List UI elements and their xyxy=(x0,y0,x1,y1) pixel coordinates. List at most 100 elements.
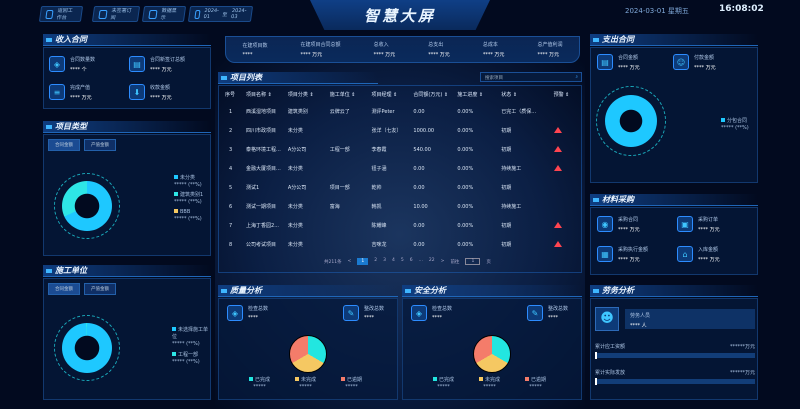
legend-item: 工程一部 ***** (**%) xyxy=(172,352,200,365)
table-cell: 0.00% xyxy=(457,165,474,172)
document-icon: ▤ xyxy=(129,56,145,72)
material-item: ▦ 采购执行金额 **** 万元 xyxy=(597,246,648,263)
column-header[interactable]: 项目分类 ⇕ xyxy=(287,91,314,98)
summary-item: 总成本 **** 万元 xyxy=(482,42,505,58)
tab-contract-amount[interactable]: 合同金额 xyxy=(48,283,80,295)
project-type-donut xyxy=(62,181,112,231)
income-item: ◈ 合同数量数 **** 个 xyxy=(49,56,95,73)
column-header[interactable]: 项目名称 ⇕ xyxy=(246,91,272,98)
page-button[interactable]: 2 xyxy=(374,258,378,263)
table-cell: 5 xyxy=(229,184,233,191)
column-header[interactable]: 项目经理 ⇕ xyxy=(371,91,398,98)
current-time: 16:08:02 xyxy=(719,4,764,14)
search-icon[interactable]: ⌕ xyxy=(575,75,578,80)
unit-donut xyxy=(62,323,112,373)
table-cell: 陈耀峰 xyxy=(371,223,387,229)
table-cell: 韩凯 xyxy=(371,204,382,210)
column-header[interactable]: 施工进度 ⇕ xyxy=(457,91,484,98)
table-row[interactable]: 5 测试1 A分公司 项目一部 乾帅 0.00 0.00% 初期 xyxy=(219,178,581,197)
order-icon: ▣ xyxy=(677,216,693,232)
legend-item: 已完成 ***** xyxy=(433,377,454,391)
safety-panel: ◈ 检查总数 **** ✎ 整改总数 **** 已完成 ***** 未完成 ***** 已逾期 *… xyxy=(402,298,582,400)
unit-title: 施工单位 xyxy=(43,265,211,277)
column-header: 序号 xyxy=(225,91,236,98)
table-cell: 测试一期项目 xyxy=(246,204,277,210)
date-range-picker[interactable]: 2024-01 至 2024-03 xyxy=(187,6,254,22)
table-cell xyxy=(326,235,368,254)
warning-icon xyxy=(553,126,562,133)
legend-item: 未分类 ***** (**%) xyxy=(174,175,202,188)
table-row[interactable]: 4 金融大厦项目... 未分类 钮子涵 0.00 0.00% 持续施工 xyxy=(219,159,581,178)
table-cell: 富海 xyxy=(329,204,340,210)
page-button[interactable]: 3 xyxy=(383,258,386,263)
expense-legend: 分包合同 ***** (**%) xyxy=(721,118,749,131)
income-title: 收入合同 xyxy=(43,34,211,46)
table-cell: 云牌云了 xyxy=(329,109,350,115)
data-display-button[interactable]: 数据显示 xyxy=(141,6,187,22)
expense-donut xyxy=(605,95,657,147)
quality-stat: ✎ 整改总数 **** xyxy=(343,305,384,321)
rectify-icon: ✎ xyxy=(343,305,359,321)
page-button[interactable]: 4 xyxy=(392,258,395,263)
table-cell: 工程一部 xyxy=(329,147,350,153)
date-to: 2024-03 xyxy=(230,8,247,20)
next-page-button[interactable]: > xyxy=(440,259,445,264)
page-button[interactable]: 22 xyxy=(428,258,435,263)
subscription-button[interactable]: 未签署订阅 xyxy=(91,6,141,22)
labor-bar: 累计实际发放 ******万元 xyxy=(595,369,755,385)
income-panel: ◈ 合同数量数 **** 个 ▤ 合同新签订总额 **** 万元 ≡ 完成产值 **** 万… xyxy=(43,47,211,109)
page-button[interactable]: ... xyxy=(418,258,423,263)
safety-stat: ◈ 检查总数 **** xyxy=(411,305,452,321)
page-button[interactable]: 1 xyxy=(357,258,369,265)
page-button[interactable]: 6 xyxy=(409,258,413,263)
column-header[interactable]: 状态 ⇕ xyxy=(501,91,518,98)
project-search-input[interactable]: 搜索项目 ⌕ xyxy=(480,72,582,82)
table-row[interactable]: 6 测试一期项目 未分类 富海 韩凯 10.00 0.00% 持续施工 xyxy=(219,197,581,216)
expense-panel: ▤ 合同金额 **** 万元 ☺ 付款金额 **** 万元 分包合同 ***** (**%… xyxy=(590,47,758,183)
table-cell: 6 xyxy=(229,203,233,210)
table-cell: 0.00% xyxy=(457,203,474,210)
legend-item: 建筑类别1 ***** (**%) xyxy=(174,192,204,205)
income-item: ⬇ 收款金额 **** 万元 xyxy=(129,84,172,101)
table-row[interactable]: 8 公司考试项目 未分类 吉咪龙 0.00 0.00% 初期 xyxy=(219,235,581,254)
summary-item: 在建项目数 **** xyxy=(242,42,268,58)
table-cell: 1000.00 xyxy=(413,127,435,134)
table-cell: 测评Peter xyxy=(371,109,395,115)
quality-panel: ◈ 检查总数 **** ✎ 整改总数 **** 已完成 ***** 未完成 ***** 已逾期 *… xyxy=(218,298,398,400)
column-header[interactable]: 施工单位 ⇕ xyxy=(329,91,356,98)
quality-title: 质量分析 xyxy=(218,285,398,297)
tab-output-amount[interactable]: 产值金额 xyxy=(84,139,116,151)
table-header: 序号 项目名称 ⇕ 项目分类 ⇕ 施工单位 ⇕ 项目经理 ⇕ 合同额(万元) ⇕ 施工进度 … xyxy=(219,86,581,102)
download-icon: ⬇ xyxy=(129,84,145,100)
table-row[interactable]: 3 泰格环境工程... A分公司 工程一部 李春霞 540.00 0.00% 初期 xyxy=(219,140,581,159)
project-type-legend: 未分类 ***** (**%) 建筑类别1 ***** (**%) BBB *****… xyxy=(174,175,203,223)
shield-icon: ◈ xyxy=(227,305,243,321)
table-row[interactable]: 2 四川市政项目 未分类 张洋（七友） 1000.00 0.00% 初期 xyxy=(219,121,581,140)
column-header[interactable]: 预警 ⇕ xyxy=(553,91,570,98)
column-header[interactable]: 合同额(万元) ⇕ xyxy=(413,91,449,98)
table-cell: 0.00 xyxy=(413,222,425,229)
tab-contract-amount[interactable]: 合同金额 xyxy=(48,139,80,151)
goto-page-input[interactable]: 1 xyxy=(465,258,481,265)
project-table: 序号 项目名称 ⇕ 项目分类 ⇕ 施工单位 ⇕ 项目经理 ⇕ 合同额(万元) ⇕ 施工进度 … xyxy=(219,86,581,254)
table-cell: 上海丁香园2... xyxy=(246,223,279,229)
warning-cell xyxy=(550,235,581,254)
cart-icon: ▦ xyxy=(597,246,613,262)
table-cell: 0.00% xyxy=(457,108,474,115)
page-button[interactable]: 5 xyxy=(400,258,404,263)
warning-cell xyxy=(550,159,581,178)
warning-icon xyxy=(553,221,562,228)
prev-page-button[interactable]: < xyxy=(347,259,352,264)
back-workbench-button[interactable]: 返回工作台 xyxy=(38,6,84,22)
table-row[interactable]: 7 上海丁香园2... 未分类 陈耀峰 0.00 0.00% 初期 xyxy=(219,216,581,235)
home-icon xyxy=(45,9,54,19)
table-cell: 未分类 xyxy=(287,204,303,210)
table-cell: 四川市政项目 xyxy=(246,128,277,134)
unit-panel: 合同金额 产值金额 未选择施工单位 ***** (**%) 工程一部 ***** (*… xyxy=(43,278,211,400)
table-cell: 0.00% xyxy=(457,127,474,134)
button-label: 未签署订阅 xyxy=(110,8,132,21)
contract-icon: ▤ xyxy=(597,54,613,70)
summary-strip: 在建项目数 **** 在建项目合同总额 **** 万元 总收入 **** 万元 总支出… xyxy=(225,36,580,63)
table-row[interactable]: 1 西溪湿地项目 建筑类别 云牌云了 测评Peter 0.00 0.00% 已完工（质保... xyxy=(219,102,581,121)
tab-output-amount[interactable]: 产值金额 xyxy=(84,283,116,295)
